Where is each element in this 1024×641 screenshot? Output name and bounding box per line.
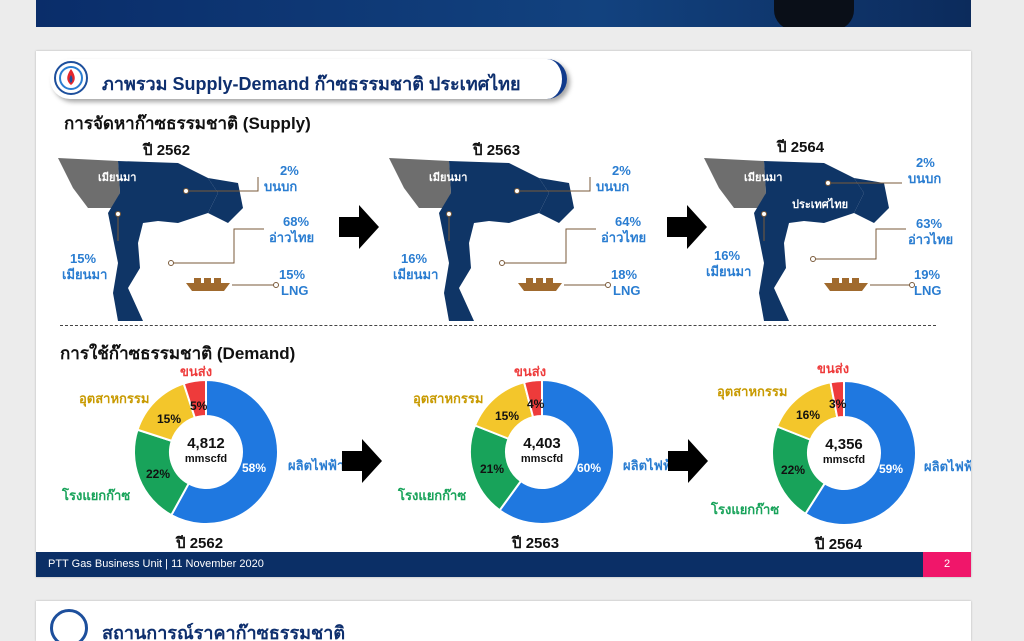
segment-value-industry: 15% (495, 409, 520, 423)
leader-lines (115, 177, 279, 288)
donut-total: 4,812 (187, 435, 225, 452)
donut-unit: mmscfd (520, 453, 564, 465)
right-arrow-icon (342, 439, 382, 483)
map-label-myanmar: เมียนมา (744, 172, 783, 184)
donut-chart (771, 379, 917, 526)
supply-year: ปี 2563 (473, 142, 521, 159)
next-slide-title: สถานการณ์ราคาก๊าซธรรมชาติ (102, 623, 346, 641)
footer-text: PTT Gas Business Unit | 11 November 2020 (48, 558, 264, 570)
demand-section-title: การใช้ก๊าซธรรมชาติ (Demand) (60, 344, 296, 363)
supply-section-title: การจัดหาก๊าซธรรมชาติ (Supply) (64, 114, 311, 133)
map-label-myanmar: เมียนมา (429, 172, 468, 184)
map-label-thailand: ประเทศไทย (792, 199, 849, 211)
donut-slice-power (804, 379, 917, 526)
thailand-map-icon (389, 158, 574, 321)
segment-value-gas-separation: 22% (781, 463, 806, 477)
category-transport: ขนส่ง (180, 364, 213, 379)
donut-slice-transport (829, 379, 845, 419)
lng-value: 15% LNG (279, 267, 309, 298)
slide-footer: PTT Gas Business Unit | 11 November 2020… (36, 552, 971, 577)
lng-ship-icon (186, 278, 230, 291)
segment-value-industry: 16% (796, 408, 821, 422)
category-gas-separation: โรงแยกก๊าซ (711, 502, 780, 517)
segment-value-power: 58% (242, 461, 267, 475)
ptt-logo-icon (50, 609, 88, 641)
donut-slice-transport (182, 378, 207, 420)
next-slide-strip: สถานการณ์ราคาก๊าซธรรมชาติ (36, 601, 971, 641)
segment-value-power: 60% (577, 461, 602, 475)
lng-ship-icon (824, 278, 868, 291)
donut-total: 4,356 (825, 436, 863, 453)
onshore-value: 2% บนบก (264, 163, 299, 194)
leader-lines (761, 180, 915, 288)
donut-slice-transport (522, 378, 543, 419)
presenter-silhouette (774, 0, 854, 27)
gulf-value: 64% อ่าวไทย (601, 214, 647, 245)
donut-slice-power (169, 378, 279, 525)
ptt-logo-icon (54, 61, 88, 95)
lng-value: 19% LNG (914, 267, 942, 298)
thailand-map-icon (704, 158, 889, 321)
thailand-map-icon (58, 158, 243, 321)
category-gas-separation: โรงแยกก๊าซ (62, 488, 131, 503)
demand-year: ปี 2563 (512, 535, 560, 552)
segment-value-industry: 15% (157, 412, 182, 426)
category-gas-separation: โรงแยกก๊าซ (398, 488, 467, 503)
category-power: ผลิตไฟฟ้า (623, 458, 680, 473)
category-power: ผลิตไฟฟ้า (924, 459, 971, 474)
segment-value-transport: 4% (527, 397, 545, 411)
onshore-value: 2% บนบก (596, 163, 631, 194)
donut-unit: mmscfd (184, 453, 228, 465)
donut-slice-gas-separation (771, 425, 827, 516)
category-transport: ขนส่ง (514, 364, 547, 379)
supply-year: ปี 2564 (777, 139, 825, 156)
donut-unit: mmscfd (822, 454, 866, 466)
category-industry: อุตสาหกรรม (717, 384, 788, 399)
myanmar-value: 16% เมียนมา (393, 251, 439, 282)
map-label-thailand: ประเทศไทย (486, 225, 543, 237)
supply-year: ปี 2562 (143, 142, 191, 159)
segment-value-gas-separation: 21% (480, 462, 505, 476)
myanmar-value: 16% เมียนมา (706, 248, 752, 279)
category-transport: ขนส่ง (817, 361, 850, 376)
onshore-value: 2% บนบก (908, 155, 942, 186)
leader-lines (446, 177, 611, 288)
donut-slice-gas-separation (133, 428, 191, 517)
demand-year: ปี 2562 (176, 535, 224, 552)
donut-chart (133, 378, 279, 525)
donut-total: 4,403 (523, 435, 561, 452)
slide-title-bar: ภาพรวม Supply-Demand ก๊าซธรรมชาติ ประเทศ… (50, 59, 567, 99)
gulf-value: 68% อ่าวไทย (269, 214, 315, 245)
gulf-value: 63% อ่าวไทย (908, 216, 954, 247)
section-divider (60, 325, 936, 326)
map-label-myanmar: เมียนมา (98, 172, 137, 184)
donut-slice-power (498, 378, 615, 525)
slide-title: ภาพรวม Supply-Demand ก๊าซธรรมชาติ ประเทศ… (102, 74, 521, 94)
category-power: ผลิตไฟฟ้า (288, 458, 345, 473)
donut-chart (469, 378, 615, 525)
previous-slide-strip (36, 0, 971, 27)
map-label-thailand: ประเทศไทย (155, 225, 212, 237)
right-arrow-icon (339, 205, 379, 249)
demand-year: ปี 2564 (815, 536, 863, 553)
category-industry: อุตสาหกรรม (413, 391, 484, 406)
right-arrow-icon (667, 205, 707, 249)
myanmar-value: 15% เมียนมา (62, 251, 108, 282)
lng-value: 18% LNG (611, 267, 641, 298)
segment-value-transport: 3% (829, 397, 847, 411)
right-arrow-icon (668, 439, 708, 483)
segment-value-transport: 5% (190, 399, 208, 413)
slide: ภาพรวม Supply-Demand ก๊าซธรรมชาติ ประเทศ… (36, 51, 971, 577)
segment-value-gas-separation: 22% (146, 467, 171, 481)
lng-ship-icon (518, 278, 562, 291)
page-number: 2 (923, 552, 971, 577)
category-industry: อุตสาหกรรม (79, 391, 150, 406)
segment-value-power: 59% (879, 462, 904, 476)
